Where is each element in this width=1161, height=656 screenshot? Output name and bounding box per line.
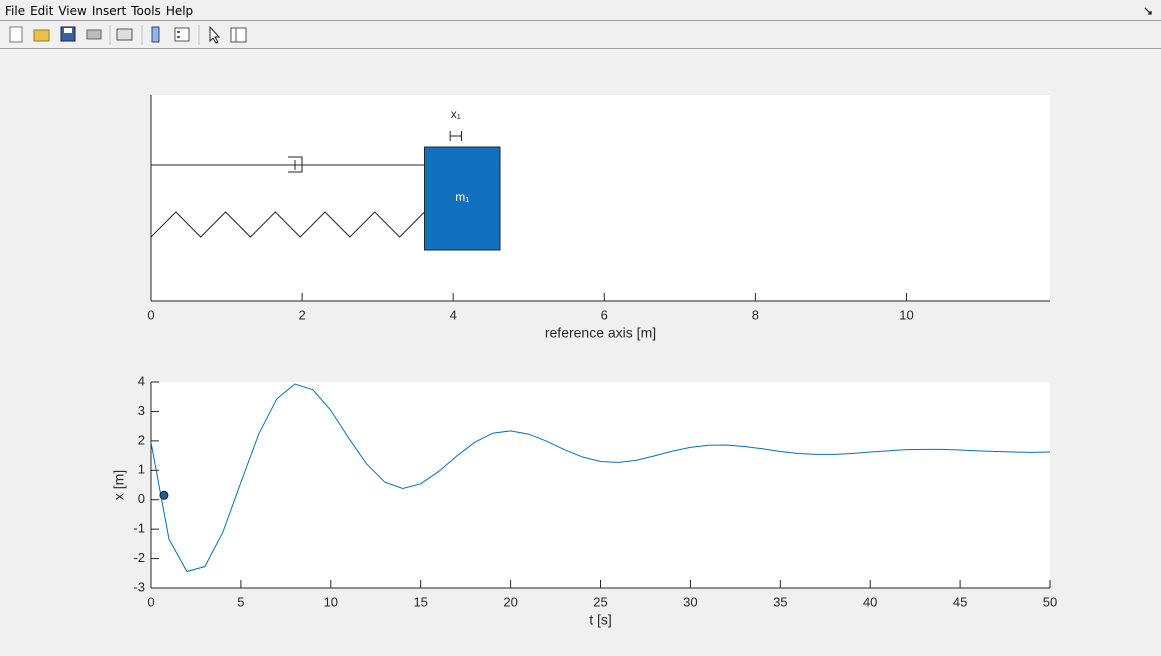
x-tick-label: 15 xyxy=(413,594,427,609)
x-tick-label: 50 xyxy=(1043,594,1057,609)
x-tick-label: 40 xyxy=(863,594,877,609)
menu-item[interactable]: View xyxy=(58,4,87,18)
link-button[interactable] xyxy=(116,28,133,41)
y-tick-label: 3 xyxy=(138,403,145,418)
x-tick-label: 45 xyxy=(953,594,967,609)
colorbar-button[interactable] xyxy=(151,26,160,43)
y-tick-label: 4 xyxy=(138,373,145,388)
x-tick-label: 10 xyxy=(324,594,338,609)
x-tick-label: 0 xyxy=(147,307,154,322)
undock-button[interactable] xyxy=(1144,7,1152,15)
menu-item[interactable]: Help xyxy=(165,4,194,18)
new-button[interactable] xyxy=(9,26,23,43)
axes-1-background xyxy=(151,95,1050,301)
menu-item[interactable]: File xyxy=(5,4,26,18)
open-button[interactable] xyxy=(33,29,50,42)
y-tick-label: 0 xyxy=(138,491,145,506)
x-tick-label: 5 xyxy=(237,594,244,609)
x-tick-label: 0 xyxy=(147,594,154,609)
x-tick-label: 2 xyxy=(298,307,305,322)
x-tick-label: 20 xyxy=(503,594,517,609)
menu-item[interactable]: Edit xyxy=(30,4,54,18)
line-series xyxy=(150,383,1051,573)
x-tick-label: 30 xyxy=(683,594,697,609)
print-button[interactable] xyxy=(86,29,102,40)
legend-button[interactable] xyxy=(174,27,190,42)
x-tick-label: 8 xyxy=(752,307,759,322)
property-editor-button[interactable] xyxy=(230,27,247,43)
displacement-marker xyxy=(449,131,462,141)
x-tick-label: 4 xyxy=(450,307,457,322)
axes-2-background xyxy=(151,382,1050,588)
x-axis-label: t [s] xyxy=(589,612,612,628)
spring xyxy=(150,211,425,238)
y-tick-label: -2 xyxy=(133,550,145,565)
x-tick-label: 6 xyxy=(601,307,608,322)
x-tick-label: 25 xyxy=(593,594,607,609)
x-axis-label: reference axis [m] xyxy=(545,325,656,341)
x-tick-label: 35 xyxy=(773,594,787,609)
y-tick-label: 1 xyxy=(138,462,145,477)
edit-plot-button[interactable] xyxy=(209,25,221,44)
displacement-label: x₁ xyxy=(451,107,461,121)
toolbar xyxy=(0,25,1161,49)
menu-item[interactable]: Insert xyxy=(91,4,127,18)
menu-bar: File Edit View Insert Tools Help xyxy=(0,0,1161,21)
mass xyxy=(423,146,501,251)
current-point xyxy=(159,490,169,500)
x-tick-label: 10 xyxy=(899,307,913,322)
y-axis-label: x [m] xyxy=(111,470,127,500)
damper xyxy=(151,156,425,173)
save-button[interactable] xyxy=(60,26,76,42)
mass-label: m₁ xyxy=(455,190,469,204)
y-tick-label: -3 xyxy=(133,579,145,594)
menu-item[interactable]: Tools xyxy=(131,4,161,18)
y-tick-label: -1 xyxy=(133,521,145,536)
y-tick-label: 2 xyxy=(138,432,145,447)
